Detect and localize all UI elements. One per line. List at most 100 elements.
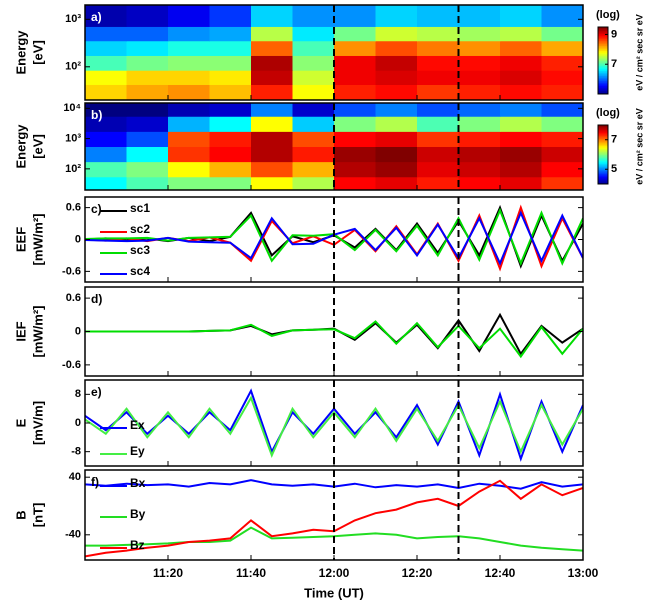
colorbar-step: [598, 178, 608, 181]
y-tick-label: 0: [75, 325, 81, 337]
colorbar-step: [598, 141, 608, 144]
colorbar-step: [598, 47, 608, 50]
colorbar-step: [598, 62, 608, 65]
heat-cell: [458, 55, 501, 71]
colorbar-step: [598, 158, 608, 161]
heat-cell: [458, 146, 501, 163]
colorbar-step: [598, 45, 608, 48]
y-tick-label: 10²: [65, 163, 81, 175]
heat-cell: [458, 5, 501, 27]
colorbar-step: [598, 85, 608, 88]
heat-cell: [334, 40, 376, 56]
heat-cell: [209, 146, 252, 163]
heat-cell: [458, 40, 501, 56]
colorbar-tick-label: 7: [611, 58, 617, 70]
heat-cell: [251, 146, 293, 163]
heat-cell: [500, 176, 542, 190]
heat-cell: [209, 84, 252, 100]
heat-cell: [458, 103, 501, 117]
heat-cell: [375, 176, 418, 190]
colorbar-step: [598, 27, 608, 30]
y-axis-label: B: [13, 510, 28, 519]
colorbar-step: [598, 92, 608, 95]
heat-cell: [209, 26, 252, 42]
heat-cell: [458, 84, 501, 100]
colorbar-step: [598, 150, 608, 153]
heat-cell: [251, 55, 293, 71]
heat-cell: [292, 161, 335, 178]
heat-cell: [417, 55, 459, 71]
heat-cell: [168, 161, 210, 178]
heat-cell: [417, 116, 459, 132]
y-axis-label: E: [13, 418, 28, 427]
colorbar-step: [598, 75, 608, 78]
heat-cell: [292, 146, 335, 163]
colorbar-step: [598, 176, 608, 179]
heat-cell: [541, 84, 583, 100]
heat-cell: [85, 103, 127, 117]
heat-cell: [85, 70, 127, 85]
x-tick-label: 12:40: [485, 566, 516, 580]
colorbar-step: [598, 43, 608, 46]
y-tick-label: 0.6: [66, 202, 81, 214]
heat-cell: [375, 103, 418, 117]
heat-cell: [209, 161, 252, 178]
heat-cell: [417, 70, 459, 85]
heat-cell: [209, 176, 252, 190]
panel-label: a): [91, 10, 102, 24]
colorbar-step: [598, 52, 608, 55]
y-tick-label: 0: [75, 233, 81, 245]
heat-cell: [126, 40, 169, 56]
heat-cell: [251, 131, 293, 147]
heat-cell: [168, 131, 210, 147]
panel-label: f): [91, 475, 99, 489]
y-tick-label: 0: [75, 417, 81, 429]
heat-cell: [251, 84, 293, 100]
heat-cell: [209, 55, 252, 71]
heat-cell: [334, 161, 376, 178]
y-tick-label: 8: [75, 388, 81, 400]
heat-cell: [417, 103, 459, 117]
colorbar-step: [598, 139, 608, 142]
heat-cell: [417, 84, 459, 100]
heat-cell: [168, 103, 210, 117]
colorbar-tick-label: 7: [611, 134, 617, 146]
y-axis-label: [mW/m²]: [30, 306, 45, 358]
heat-cell: [541, 146, 583, 163]
colorbar-step: [598, 164, 608, 167]
heat-cell: [126, 5, 169, 27]
colorbar-step: [598, 145, 608, 148]
heat-cell: [85, 161, 127, 178]
heat-cell: [168, 84, 210, 100]
heat-cell: [126, 70, 169, 85]
heat-cell: [334, 116, 376, 132]
heat-cell: [126, 116, 169, 132]
y-axis-label: [mW/m²]: [30, 214, 45, 266]
heat-cell: [251, 116, 293, 132]
plot-area: [85, 312, 583, 359]
colorbar-tick-label: 9: [611, 28, 617, 40]
colorbar-title: (log): [596, 9, 620, 21]
legend-label: Bx: [130, 476, 146, 490]
colorbar-step: [598, 63, 608, 67]
heat-cell: [334, 176, 376, 190]
colorbar-step: [598, 55, 608, 58]
colorbar-step: [598, 136, 608, 139]
colorbar-step: [598, 48, 608, 51]
heat-cell: [334, 146, 376, 163]
heat-cell: [168, 116, 210, 132]
colorbar-step: [598, 153, 608, 155]
heat-cell: [541, 131, 583, 147]
heat-cell: [417, 26, 459, 42]
heat-cell: [126, 146, 169, 163]
heat-cell: [541, 5, 583, 27]
y-axis-label: [eV]: [30, 134, 45, 159]
heat-cell: [541, 26, 583, 42]
y-axis-label: IEF: [13, 321, 28, 341]
heat-cell: [85, 40, 127, 56]
heat-cell: [375, 84, 418, 100]
heat-cell: [458, 176, 501, 190]
plot-area: [85, 204, 583, 272]
colorbar-tick-label: 5: [611, 163, 617, 175]
heat-cell: [417, 40, 459, 56]
